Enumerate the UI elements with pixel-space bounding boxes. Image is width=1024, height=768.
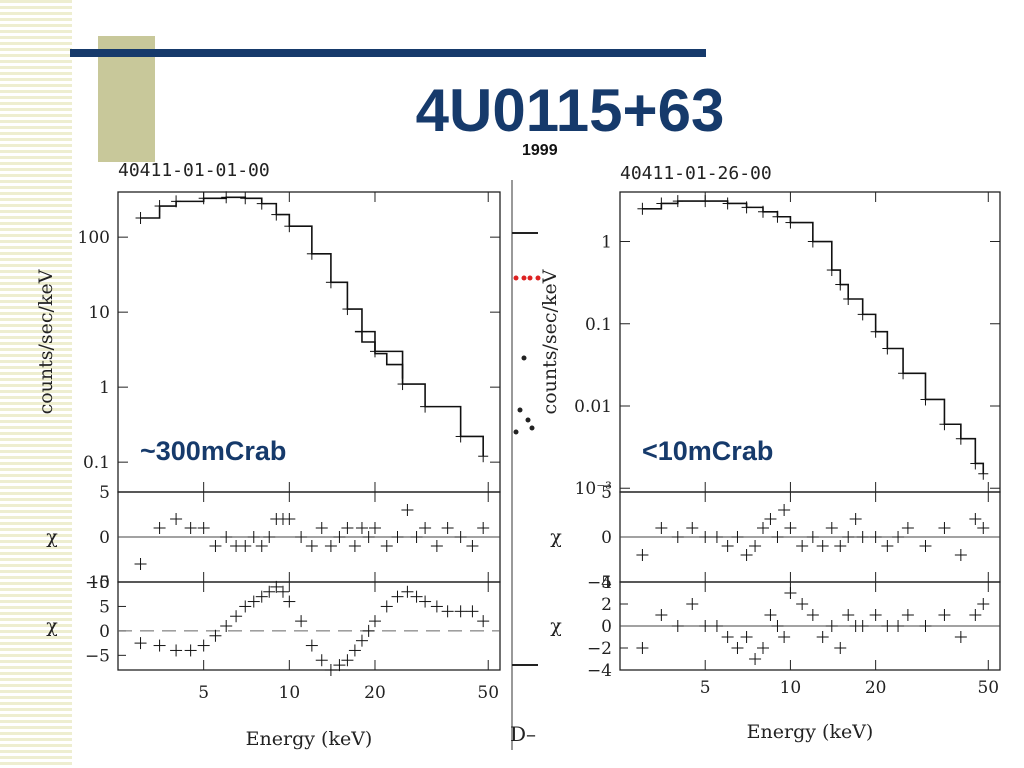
fragment-point — [517, 407, 523, 413]
right-obs-id: 40411-01-26-00 — [620, 163, 772, 184]
panel2-res2-y-tick-label: −2 — [587, 639, 612, 659]
fragment-point — [513, 429, 519, 435]
panel1-res2-y-axis-title: χ — [46, 615, 58, 637]
panel2-res2-y-tick-label: 0 — [601, 617, 612, 637]
panel2-res1-y-tick-label: 0 — [601, 528, 612, 548]
panel2-x-axis-title: Energy (keV) — [747, 721, 874, 743]
panel1-y-tick-label: 10 — [88, 303, 110, 323]
left-obs-id: 40411-01-01-00 — [118, 160, 270, 181]
panel2-res2-y-tick-label: −4 — [587, 661, 612, 681]
panel2-x-tick-label: 5 — [700, 678, 711, 698]
panel1-res2-y-tick-label: 10 — [88, 573, 110, 593]
panel1-x-tick-label: 5 — [198, 683, 209, 703]
panel2-x-tick-label: 10 — [780, 678, 802, 698]
panel2-res2-y-tick-label: 2 — [601, 595, 612, 615]
panel1-res2-y-tick-label: −5 — [85, 646, 110, 666]
panel1-res2-y-tick-label: 0 — [99, 622, 110, 642]
clipped-figure-fragment — [511, 180, 541, 750]
panel1-res1-y-tick-label: −5 — [85, 573, 110, 593]
panel2-y-tick-label: 0.01 — [574, 397, 612, 417]
fragment-red-point — [513, 275, 519, 281]
panel2-y-tick-label: 1 — [601, 233, 612, 253]
fragment-red-point — [535, 275, 541, 281]
panel1-model-branch — [354, 330, 404, 379]
panel1-x-tick-label: 20 — [364, 683, 386, 703]
panel2-x-tick-label: 20 — [865, 678, 887, 698]
panel1-residual-frame-2 — [117, 581, 501, 671]
fragment-point — [525, 417, 531, 423]
panel2-y-tick-label: 10⁻³ — [575, 479, 612, 499]
panel1-x-tick-label: 50 — [477, 683, 499, 703]
panel1-x-axis-title: Energy (keV) — [246, 728, 373, 750]
panel2-res1-y-tick-label: −5 — [587, 573, 612, 593]
panel2-res1-y-axis-title: χ — [550, 526, 562, 548]
panel1-y-tick-label: 100 — [78, 228, 110, 248]
panel1-res2-y-tick-label: 5 — [99, 597, 110, 617]
right-flux-label: <10mCrab — [642, 436, 774, 466]
panel2-y-tick-label: 0.1 — [585, 315, 612, 335]
panel2-y-axis-title: counts/sec/keV — [539, 269, 561, 414]
panel1-res1-y-axis-title: χ — [46, 526, 58, 548]
fragment-point — [521, 355, 527, 361]
fragment-red-point — [521, 275, 527, 281]
decorative-stripes — [0, 0, 72, 768]
panel2-res1-y-tick-label: 5 — [601, 483, 612, 503]
accent-box — [98, 36, 155, 162]
slide-title: 4U0115+63 — [415, 77, 725, 144]
panel1-y-tick-label: 1 — [99, 378, 110, 398]
fragment-point — [529, 425, 535, 431]
panel1-y-tick-label: 0.1 — [83, 453, 110, 473]
panel1-model-curve — [140, 196, 484, 457]
panel1-y-axis-title: counts/sec/keV — [35, 269, 57, 414]
title-rule — [70, 49, 706, 57]
year-label: 1999 — [522, 142, 558, 159]
left-flux-label: ~300mCrab — [140, 436, 287, 466]
panel1-res1-y-tick-label: 0 — [99, 528, 110, 548]
fragment-red-point — [527, 275, 533, 281]
panel2-x-tick-label: 50 — [977, 678, 999, 698]
panel1-x-tick-label: 10 — [279, 683, 301, 703]
panel1-res1-y-tick-label: 5 — [99, 483, 110, 503]
fragment-text: D– — [510, 722, 537, 746]
panel2-res2-y-tick-label: 4 — [601, 573, 612, 593]
panel2-res2-y-axis-title: χ — [550, 615, 562, 637]
